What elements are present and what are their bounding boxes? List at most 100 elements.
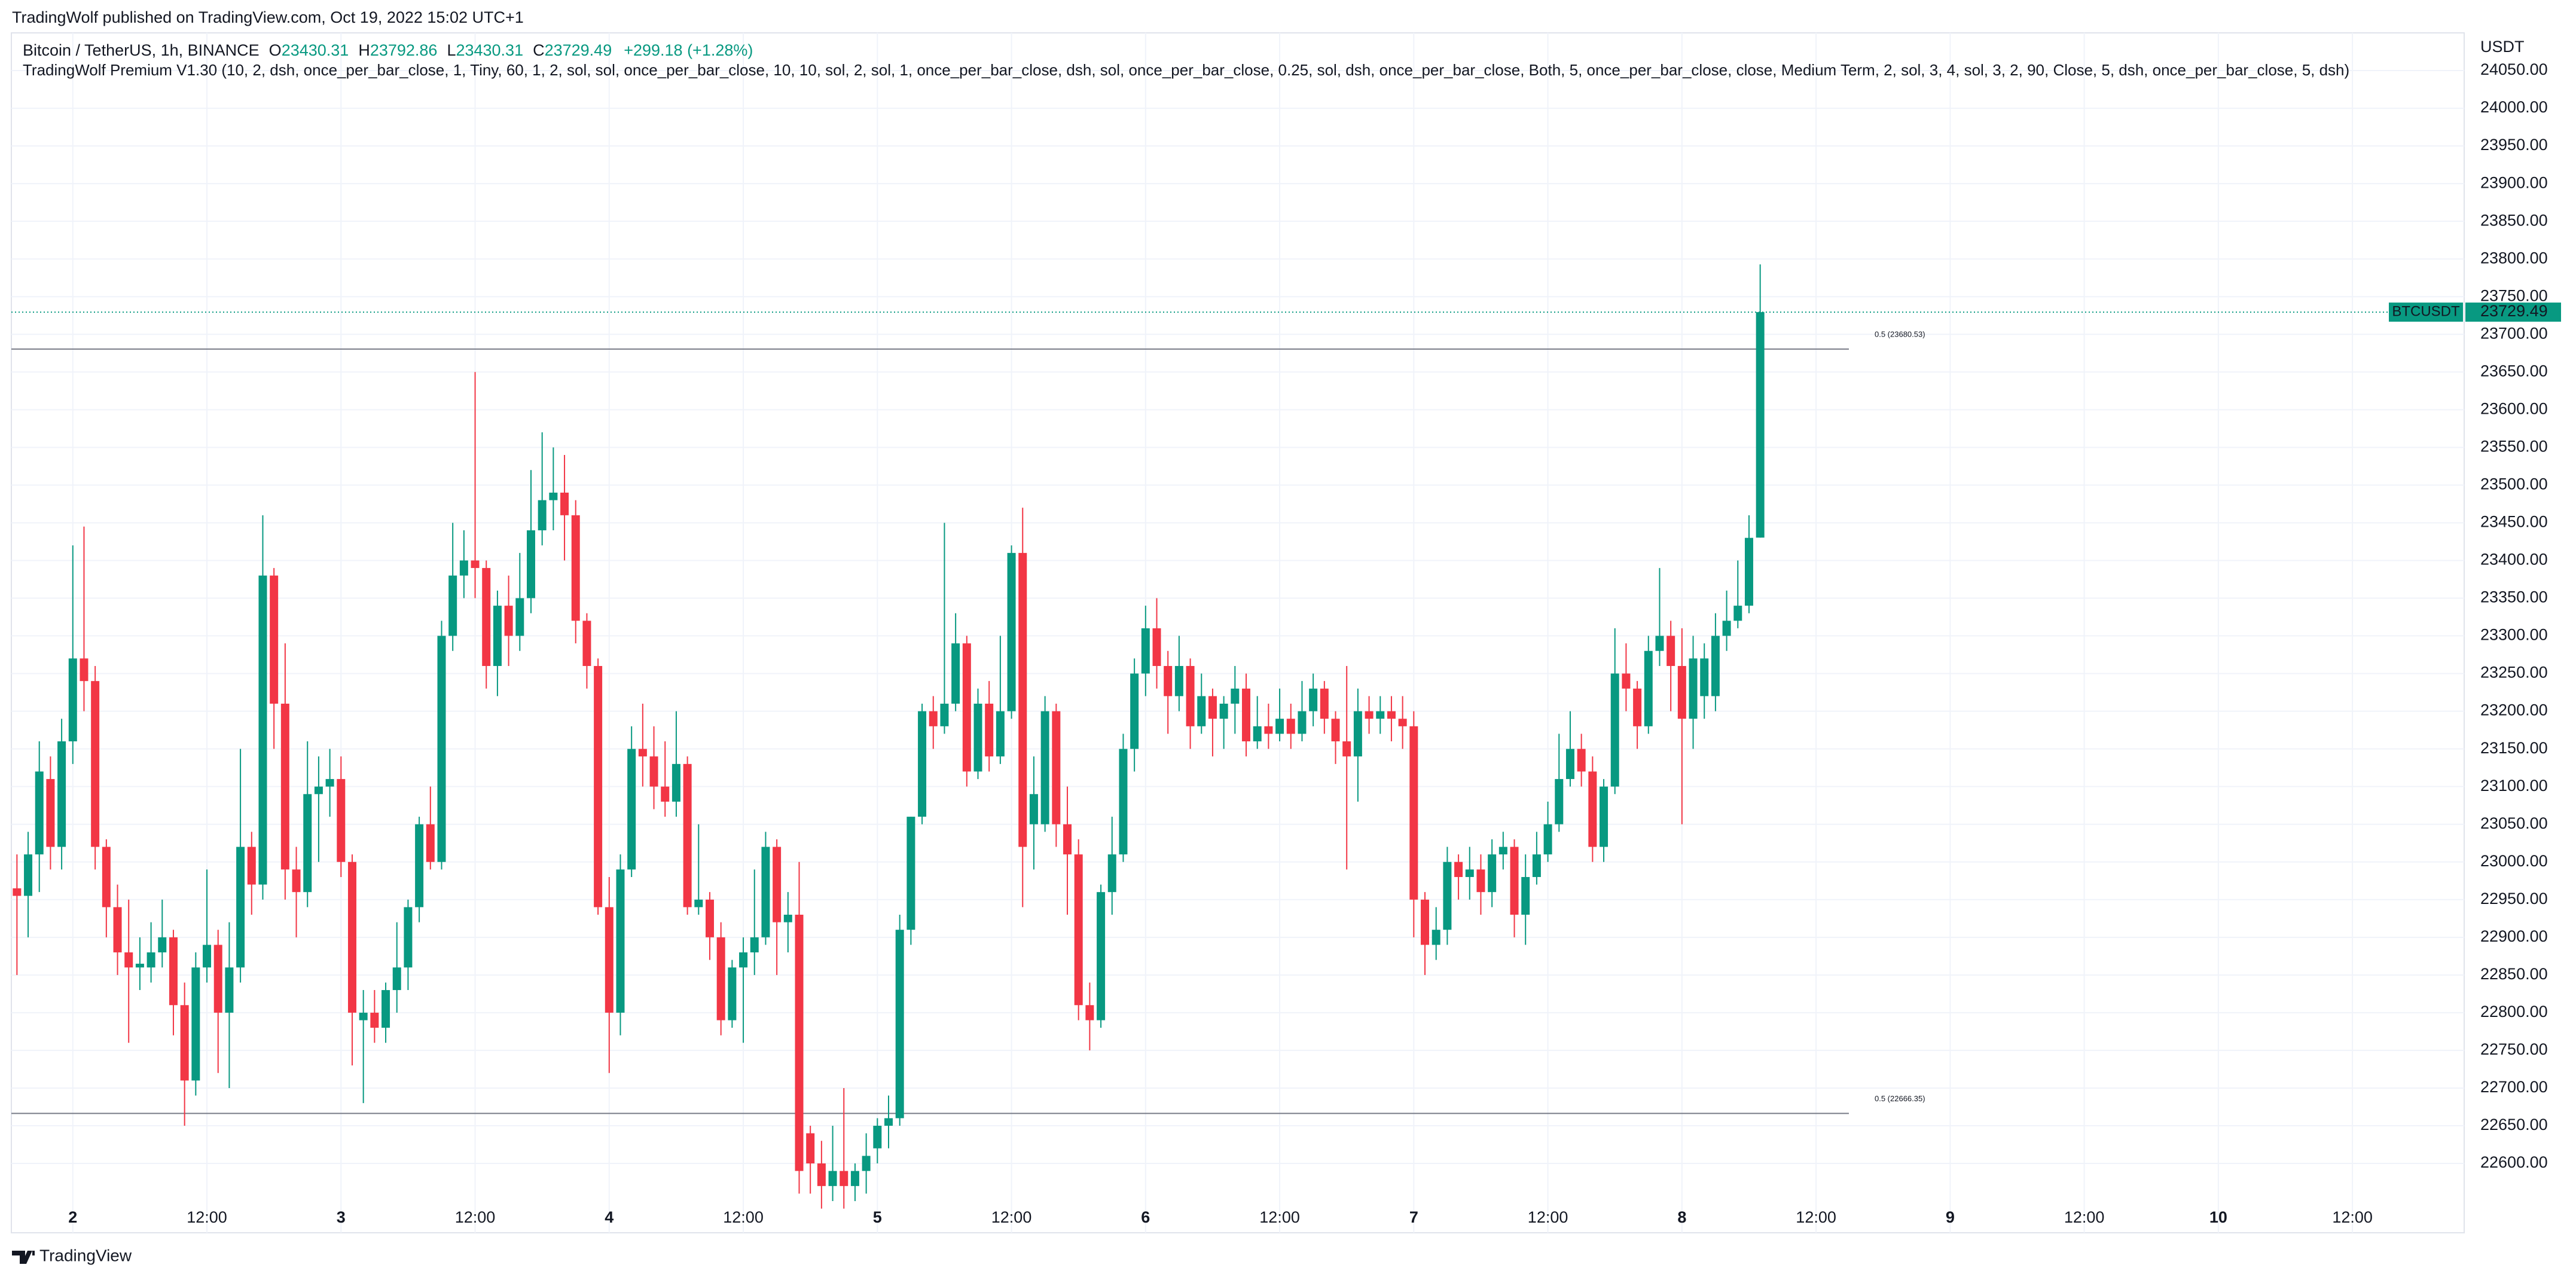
candle-body	[1097, 892, 1106, 1021]
low-label: L	[447, 41, 456, 59]
candle-body	[169, 937, 178, 1006]
candle-body	[694, 899, 703, 908]
candle-body	[1398, 719, 1407, 726]
close-label: C	[533, 41, 545, 59]
candle-body	[1063, 824, 1072, 855]
candle-body	[46, 779, 55, 847]
level-label: 0.5 (23680.53)	[1875, 329, 1925, 338]
candle-body	[1018, 552, 1027, 847]
candle-body	[862, 1156, 871, 1171]
axes: 22600.00 22650.00 22700.00 22750.00 22800.00…	[68, 60, 2561, 1226]
y-tick-label: 23500.00	[2480, 475, 2548, 493]
candle-body	[1309, 688, 1318, 711]
y-tick-label: 23400.00	[2480, 551, 2548, 569]
candle-body	[24, 854, 33, 896]
candle-body	[247, 847, 256, 885]
candle-body	[1689, 658, 1698, 719]
publish-info: TradingWolf published on TradingView.com…	[12, 8, 524, 26]
candle-body	[973, 704, 982, 772]
candle-body	[1733, 606, 1742, 621]
y-tick-label: 23750.00	[2480, 286, 2548, 304]
candle-body	[1164, 665, 1173, 696]
candle-body	[873, 1125, 882, 1148]
candle-body	[437, 636, 446, 862]
candle-body	[996, 711, 1005, 757]
x-tick-label: 12:00	[723, 1208, 764, 1226]
y-tick-label: 23900.00	[2480, 173, 2548, 191]
candle-body	[560, 493, 569, 515]
candle-body	[1275, 719, 1284, 734]
candle-body	[359, 1012, 368, 1021]
candle-body	[35, 771, 44, 855]
candle-body	[1521, 876, 1530, 915]
candle-body	[102, 847, 111, 908]
open-label: O	[269, 41, 282, 59]
candle-body	[985, 704, 994, 757]
y-tick-label: 23450.00	[2480, 513, 2548, 531]
candle-body	[493, 606, 502, 666]
candle-body	[280, 704, 289, 870]
candle-body	[1208, 696, 1217, 719]
candle-body	[918, 711, 927, 817]
candle-body	[649, 756, 658, 787]
open-value: 23430.31	[282, 41, 349, 59]
candle-body	[1040, 711, 1049, 824]
grid	[11, 33, 2464, 1233]
ticker-label: BTCUSDT	[2392, 303, 2460, 319]
candle-body	[538, 500, 547, 531]
level-label: 0.5 (22666.35)	[1875, 1094, 1925, 1103]
candle-body	[292, 869, 301, 893]
candle-body	[1331, 719, 1340, 742]
high-value: 23792.86	[370, 41, 438, 59]
candle-body	[783, 914, 792, 922]
x-tick-label: 6	[1141, 1208, 1150, 1226]
candle-body	[840, 1171, 849, 1186]
candle-body	[1253, 726, 1262, 742]
candle-body	[683, 763, 692, 908]
candle-body	[1219, 704, 1228, 719]
candle-body	[1130, 673, 1139, 749]
candle-body	[582, 621, 591, 666]
high-label: H	[358, 41, 370, 59]
candles	[11, 264, 2464, 1209]
candle-body	[716, 937, 725, 1021]
candle-body	[1141, 628, 1150, 674]
candle-body	[314, 786, 323, 795]
candle-body	[203, 945, 212, 968]
y-tick-label: 23700.00	[2480, 324, 2548, 342]
candle-body	[1353, 711, 1362, 757]
x-tick-label: 12:00	[991, 1208, 1032, 1226]
candle-body	[929, 711, 938, 726]
candle-body	[1320, 688, 1329, 719]
candle-body	[1454, 861, 1463, 877]
y-tick-label: 22600.00	[2480, 1153, 2548, 1171]
candle-body	[1711, 636, 1720, 696]
currency: USDT	[2480, 38, 2525, 56]
x-tick-label: 12:00	[1528, 1208, 1568, 1226]
candle-body	[1655, 636, 1664, 651]
candle-body	[347, 861, 356, 1013]
y-tick-label: 23300.00	[2480, 626, 2548, 644]
candle-body	[761, 847, 770, 937]
candle-body	[325, 779, 334, 787]
y-tick-label: 23250.00	[2480, 664, 2548, 682]
y-tick-label: 23150.00	[2480, 739, 2548, 757]
candle-body	[1667, 636, 1675, 666]
candle-body	[895, 930, 904, 1119]
candle-body	[1488, 854, 1497, 893]
candle-body	[1298, 711, 1307, 734]
ticker-tag	[2389, 303, 2463, 322]
y-tick-label: 23650.00	[2480, 362, 2548, 380]
y-tick-label: 24050.00	[2480, 60, 2548, 78]
candle-body	[337, 779, 346, 862]
candle-body	[828, 1171, 837, 1186]
y-tick-label: 23050.00	[2480, 814, 2548, 832]
candle-body	[270, 575, 279, 704]
candle-body	[1085, 1005, 1094, 1021]
candle-body	[225, 967, 234, 1013]
candle-body	[1498, 847, 1507, 855]
y-tick-label: 22650.00	[2480, 1116, 2548, 1134]
candle-body	[638, 749, 647, 757]
candle-body	[739, 952, 748, 968]
candle-body	[1376, 711, 1385, 719]
